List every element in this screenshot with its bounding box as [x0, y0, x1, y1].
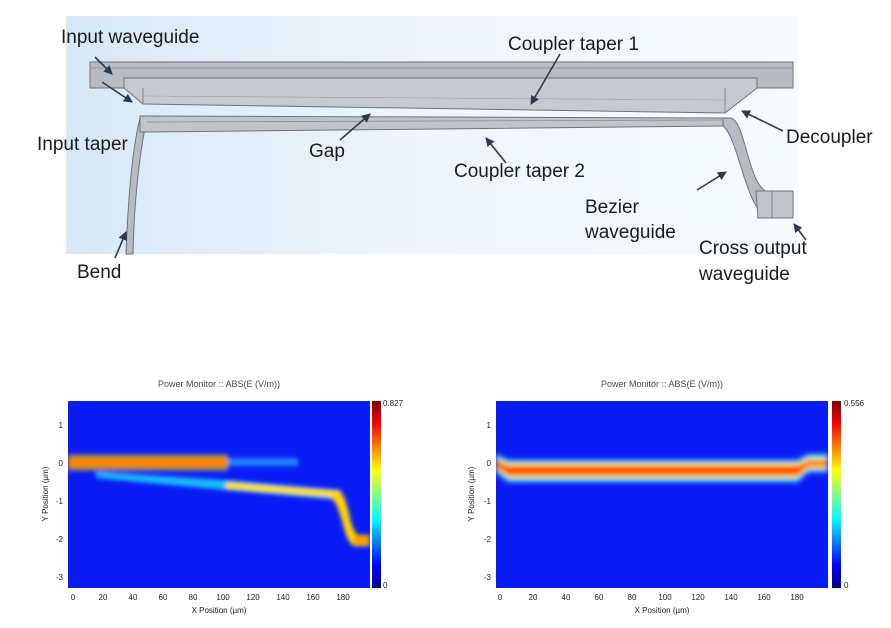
field-upper-fade [228, 458, 298, 466]
x-tick: 20 [99, 593, 108, 602]
y-tick: -1 [56, 497, 64, 506]
x-axis-label: X Position (µm) [635, 606, 690, 615]
arrow-decoupler [741, 110, 784, 132]
y-ticks: 1 0 -1 -2 -3 [484, 421, 492, 582]
lower-waveguide-ridge [146, 119, 726, 123]
x-tick: 80 [189, 593, 198, 602]
y-axis-label: Y Position (µm) [41, 466, 50, 521]
label-bezier-line2: waveguide [584, 222, 676, 243]
label-input-waveguide: Input waveguide [61, 27, 199, 48]
x-tick: 160 [757, 593, 771, 602]
x-tick: 120 [691, 593, 705, 602]
label-input-taper: Input taper [37, 134, 129, 155]
label-gap: Gap [309, 141, 345, 162]
colorbar [372, 401, 381, 588]
heatmap-right-svg: Power Monitor :: ABS(E (V/m)) 0.556 0 0 … [467, 379, 865, 615]
heatmap-left-svg: Power Monitor :: ABS(E (V/m)) 0.827 0 0 … [41, 379, 404, 615]
label-cross-output-line1: Cross output [699, 238, 807, 259]
x-tick: 0 [71, 593, 76, 602]
x-tick: 40 [129, 593, 138, 602]
field-lower-core [226, 482, 341, 498]
field-upper-halo [68, 454, 228, 471]
field-output-bend [330, 490, 370, 546]
y-tick: -1 [484, 497, 492, 506]
y-tick: 0 [59, 459, 64, 468]
colorbar-max-label: 0.556 [844, 399, 865, 408]
x-tick: 100 [216, 593, 230, 602]
x-tick: 40 [562, 593, 571, 602]
x-tick: 180 [336, 593, 350, 602]
y-tick: 0 [487, 459, 492, 468]
arrow-cross-output [793, 223, 807, 241]
heatmap-left: Power Monitor :: ABS(E (V/m)) 0.827 0 0 … [36, 370, 431, 627]
arrow-input-waveguide [94, 56, 113, 75]
label-cross-output-line2: waveguide [698, 264, 790, 285]
arrow-bezier [696, 171, 727, 191]
colorbar-min-label: 0 [383, 581, 388, 590]
coupler-taper-1-mid [142, 95, 726, 101]
y-tick: -3 [56, 573, 64, 582]
label-decoupler: Decoupler [786, 127, 873, 148]
field-output-core [354, 536, 370, 544]
y-axis-label: Y Position (µm) [467, 466, 476, 521]
diagram-background [66, 16, 798, 254]
x-tick: 140 [724, 593, 738, 602]
x-tick: 160 [306, 593, 320, 602]
x-tick: 120 [246, 593, 260, 602]
colorbar [832, 401, 841, 588]
label-coupler-taper-1: Coupler taper 1 [508, 34, 639, 55]
x-tick: 100 [658, 593, 672, 602]
heatmap-right: Power Monitor :: ABS(E (V/m)) 0.556 0 0 … [458, 370, 878, 627]
y-tick: -2 [484, 535, 492, 544]
plot-title: Power Monitor :: ABS(E (V/m)) [158, 379, 280, 389]
arrow-coupler-taper-1 [530, 53, 561, 105]
x-tick: 80 [628, 593, 637, 602]
plot-area [496, 401, 828, 588]
x-tick: 20 [529, 593, 538, 602]
x-tick: 140 [276, 593, 290, 602]
x-ticks: 0 20 40 60 80 100 120 140 160 180 [498, 593, 804, 602]
colorbar-max-label: 0.827 [383, 399, 404, 408]
label-bend: Bend [77, 262, 121, 283]
y-tick: -2 [56, 535, 64, 544]
y-tick: 1 [487, 421, 492, 430]
field-pattern [496, 454, 828, 482]
label-bezier-line1: Bezier [585, 197, 640, 218]
arrow-bend [114, 231, 128, 259]
x-tick: 60 [595, 593, 604, 602]
x-tick: 180 [790, 593, 804, 602]
y-tick: -3 [484, 573, 492, 582]
label-coupler-taper-2: Coupler taper 2 [454, 161, 585, 182]
device-diagram: Input waveguide Coupler taper 1 Input ta… [37, 16, 873, 285]
plot-title: Power Monitor :: ABS(E (V/m)) [601, 379, 723, 389]
arrow-coupler-taper-2 [485, 137, 507, 164]
x-ticks: 0 20 40 60 80 100 120 140 160 180 [71, 593, 350, 602]
x-axis-label: X Position (µm) [192, 606, 247, 615]
arrow-input-taper [101, 81, 133, 103]
field-pattern [68, 454, 370, 546]
y-tick: 1 [59, 421, 64, 430]
y-ticks: 1 0 -1 -2 -3 [56, 421, 64, 582]
colorbar-min-label: 0 [844, 581, 849, 590]
x-tick: 0 [498, 593, 503, 602]
arrow-gap [339, 113, 371, 141]
cross-output-waveguide [755, 190, 794, 219]
field-core [496, 461, 828, 475]
x-tick: 60 [159, 593, 168, 602]
